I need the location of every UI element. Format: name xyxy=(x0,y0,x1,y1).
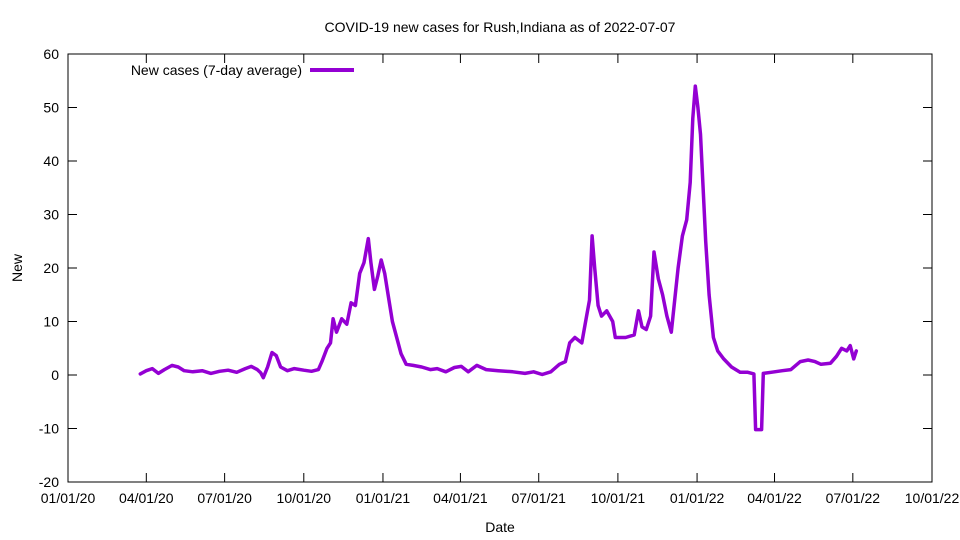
chart-title: COVID-19 new cases for Rush,Indiana as o… xyxy=(325,19,676,35)
y-tick-label: 50 xyxy=(43,100,59,116)
series-layer xyxy=(138,84,859,432)
x-tick-label: 07/01/22 xyxy=(826,490,881,506)
y-tick-label: -10 xyxy=(39,421,59,437)
y-axis-label: New xyxy=(9,253,25,282)
y-tick-label: 20 xyxy=(43,260,59,276)
x-tick-label: 01/01/20 xyxy=(41,490,96,506)
x-tick-label: 10/01/21 xyxy=(591,490,646,506)
x-axis-label: Date xyxy=(485,519,515,535)
y-axis-ticks: -20 -10 0 10 20 30 40 50 60 xyxy=(39,46,932,490)
y-tick-label: 60 xyxy=(43,46,59,62)
x-tick-label: 04/01/22 xyxy=(747,490,802,506)
x-tick-label: 07/01/20 xyxy=(197,490,252,506)
plot-frame xyxy=(67,53,933,483)
x-tick-label: 10/01/20 xyxy=(277,490,332,506)
x-tick-label: 01/01/21 xyxy=(356,490,411,506)
x-axis-ticks: 01/01/20 04/01/20 07/01/20 10/01/20 01/01/21… xyxy=(41,54,960,506)
y-tick-label: 10 xyxy=(43,314,59,330)
y-tick-label: 0 xyxy=(51,367,59,383)
legend: New cases (7-day average) xyxy=(131,62,354,78)
x-tick-label: 10/01/22 xyxy=(905,490,960,506)
legend-label: New cases (7-day average) xyxy=(131,62,302,78)
x-tick-label: 07/01/21 xyxy=(511,490,566,506)
x-tick-label: 04/01/20 xyxy=(119,490,174,506)
x-tick-label: 04/01/21 xyxy=(433,490,488,506)
y-tick-label: 30 xyxy=(43,207,59,223)
y-tick-label: -20 xyxy=(39,474,59,490)
series-line xyxy=(138,84,859,432)
y-tick-label: 40 xyxy=(43,153,59,169)
x-tick-label: 01/01/22 xyxy=(670,490,725,506)
